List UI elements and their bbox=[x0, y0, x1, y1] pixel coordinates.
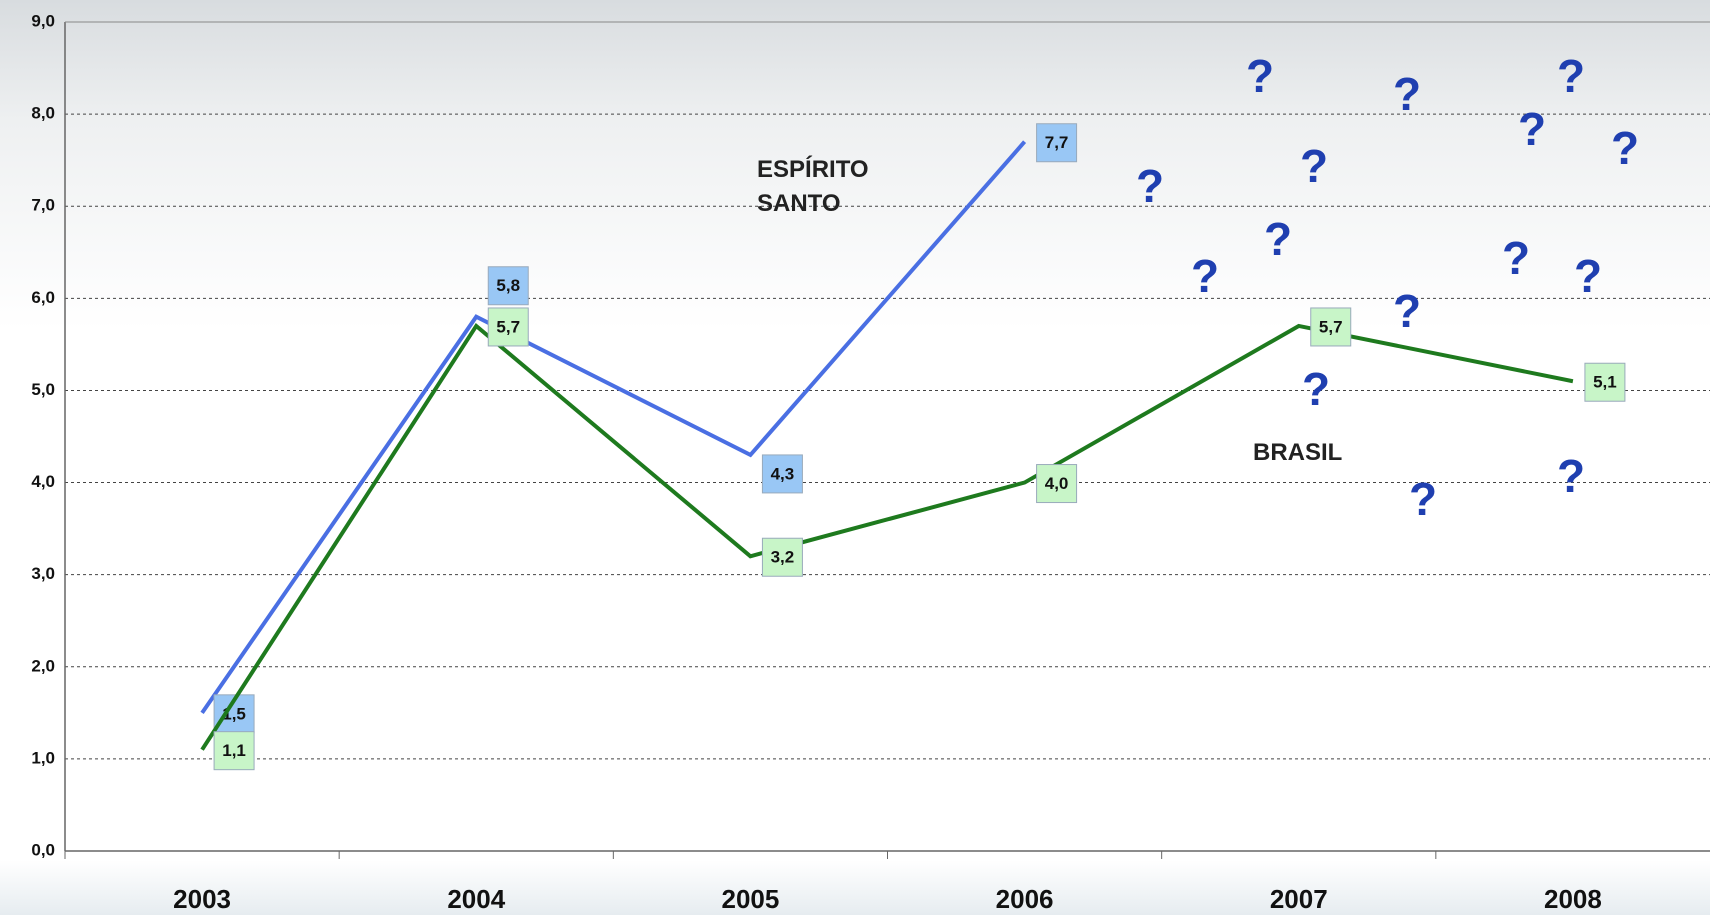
y-tick-label: 0,0 bbox=[31, 840, 55, 859]
annotation: ? bbox=[1557, 50, 1585, 102]
x-tick-label: 2005 bbox=[721, 884, 779, 914]
value-label-box bbox=[1584, 362, 1626, 402]
y-tick-label: 8,0 bbox=[31, 104, 55, 123]
annotation: ? bbox=[1557, 450, 1585, 502]
annotation: ? bbox=[1300, 140, 1328, 192]
annotation: ? bbox=[1409, 473, 1437, 525]
annotation: ? bbox=[1191, 250, 1219, 302]
y-tick-label: 1,0 bbox=[31, 748, 55, 767]
y-tick-label: 4,0 bbox=[31, 472, 55, 491]
y-tick-label: 2,0 bbox=[31, 656, 55, 675]
value-label-box bbox=[487, 307, 529, 347]
value-label-box bbox=[213, 731, 255, 771]
value-label-box bbox=[761, 537, 803, 577]
annotation: ? bbox=[1611, 122, 1639, 174]
annotation: ? bbox=[1518, 103, 1546, 155]
x-tick-label: 2003 bbox=[173, 884, 231, 914]
annotation: ? bbox=[1302, 363, 1330, 415]
x-tick-label: 2008 bbox=[1544, 884, 1602, 914]
annotation: ? bbox=[1264, 213, 1292, 265]
x-tick-label: 2004 bbox=[447, 884, 505, 914]
x-tick-label: 2007 bbox=[1270, 884, 1328, 914]
y-tick-label: 7,0 bbox=[31, 196, 55, 215]
value-label-box bbox=[487, 266, 529, 306]
value-label: 4,0 bbox=[1045, 474, 1069, 493]
value-label: 4,3 bbox=[771, 464, 795, 483]
annotation: ? bbox=[1393, 68, 1421, 120]
annotation: ? bbox=[1136, 160, 1164, 212]
y-tick-label: 6,0 bbox=[31, 288, 55, 307]
value-label: 5,1 bbox=[1593, 373, 1617, 392]
y-tick-label: 5,0 bbox=[31, 380, 55, 399]
value-label-box bbox=[761, 454, 803, 494]
annotation: ? bbox=[1502, 232, 1530, 284]
series-name: BRASIL bbox=[1253, 439, 1343, 466]
value-label-box bbox=[1310, 307, 1352, 347]
value-label: 5,8 bbox=[496, 276, 520, 295]
annotation: ? bbox=[1574, 250, 1602, 302]
series-line bbox=[200, 140, 1027, 714]
series-line bbox=[200, 322, 1574, 751]
annotation: ? bbox=[1393, 285, 1421, 337]
value-label: 3,2 bbox=[771, 548, 795, 567]
value-label: 7,7 bbox=[1045, 133, 1069, 152]
value-label: 5,7 bbox=[1319, 317, 1343, 336]
value-label-box bbox=[1036, 123, 1078, 163]
x-tick-label: 2006 bbox=[996, 884, 1054, 914]
value-label: 5,7 bbox=[496, 317, 520, 336]
annotation: ? bbox=[1246, 50, 1274, 102]
value-label: 1,1 bbox=[222, 741, 246, 760]
value-label-box bbox=[1036, 464, 1078, 504]
series-name: ESPÍRITO SANTO bbox=[757, 156, 869, 217]
y-tick-label: 9,0 bbox=[31, 11, 55, 30]
y-tick-label: 3,0 bbox=[31, 564, 55, 583]
